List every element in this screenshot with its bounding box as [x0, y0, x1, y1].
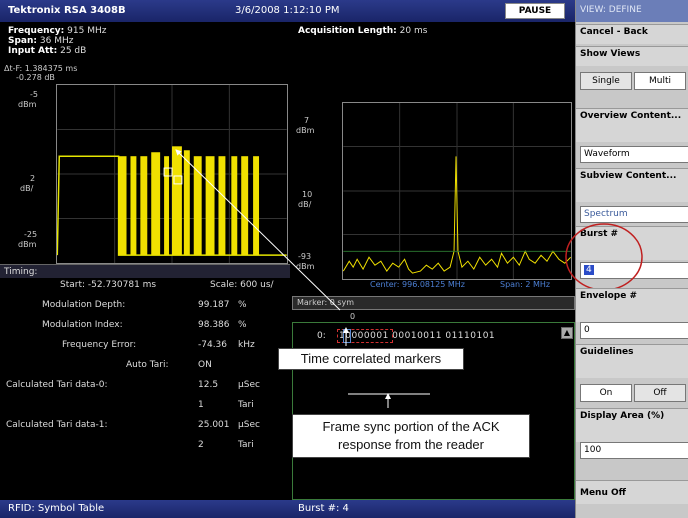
burst-highlight-circle: [565, 223, 643, 291]
left-y-top: -5: [30, 90, 38, 99]
symbol-row-index: 0:: [317, 331, 326, 341]
burst-number-field[interactable]: 4: [580, 262, 688, 279]
row-auto-tari-label: Auto Tari:: [126, 360, 169, 370]
measurement-screen: Frequency: 915 MHz Span: 36 MHz Input At…: [0, 22, 575, 500]
span-label: Span:: [8, 36, 38, 46]
marker-m1-icon[interactable]: [163, 167, 173, 177]
single-view-button[interactable]: Single: [580, 72, 632, 90]
display-area-button[interactable]: Display Area (%): [576, 408, 688, 442]
right-y-bot-unit: dBm: [296, 262, 315, 271]
row-tari1-value: 25.001: [198, 420, 230, 430]
cancel-back-button[interactable]: Cancel - Back: [576, 24, 688, 44]
show-views-button[interactable]: Show Views: [576, 46, 688, 66]
burst-number-button[interactable]: Burst #: [576, 226, 688, 260]
timing-title: Timing:: [4, 267, 38, 277]
menu-off-button[interactable]: Menu Off: [576, 480, 688, 504]
callout-time-correlated: Time correlated markers: [278, 348, 464, 370]
status-view-name: RFID: Symbol Table: [8, 503, 105, 514]
right-y-bot: -93: [298, 252, 312, 261]
status-burst: Burst #: 4: [298, 503, 349, 514]
row-tari0-tari-unit: Tari: [238, 400, 254, 410]
right-y-mid-unit: dB/: [298, 200, 312, 209]
spectrum-span: Span: 2 MHz: [500, 280, 551, 289]
waveform-bursts: [118, 146, 260, 256]
row-tari0-tari-value: 1: [198, 400, 204, 410]
delta-time: Δt-F: 1.384375 ms: [4, 64, 78, 73]
delta-level: -0.278 dB: [16, 73, 55, 82]
left-y-bot-unit: dBm: [18, 240, 37, 249]
datetime-label: 3/6/2008 1:12:10 PM: [235, 5, 340, 16]
waveform-plot[interactable]: [56, 84, 288, 264]
right-y-mid: 10: [302, 190, 313, 199]
title-bar: Tektronix RSA 3408B 3/6/2008 1:12:10 PM …: [0, 0, 575, 22]
overview-content-button[interactable]: Overview Content...: [576, 108, 688, 142]
subview-content-button[interactable]: Subview Content...: [576, 168, 688, 202]
row-tari0-value: 12.5: [198, 380, 219, 390]
acquisition-value: 20 ms: [399, 26, 428, 36]
spectrum-center: Center: 996.08125 MHz: [370, 280, 465, 289]
row-freq-error-label: Frequency Error:: [62, 340, 137, 350]
symbol-bits: 10000001 00010011 01110101: [339, 331, 496, 341]
spectrum-plot[interactable]: [342, 102, 572, 280]
right-y-top-unit: dBm: [296, 126, 315, 135]
row-tari1-label: Calculated Tari data-1:: [6, 420, 108, 430]
frequency-value: 915 MHz: [67, 26, 107, 36]
callout-frame-sync: Frame sync portion of the ACK response f…: [292, 414, 530, 458]
symbol-table[interactable]: 0: 10000001 00010011 01110101 ▲: [292, 322, 575, 500]
guidelines-on-button[interactable]: On: [580, 384, 632, 402]
row-mod-depth-value: 99.187: [198, 300, 230, 310]
input-att-label: Input Att:: [8, 46, 58, 56]
brand-label: Tektronix RSA 3408B: [8, 5, 126, 16]
left-y-mid-unit: dB/: [20, 184, 34, 193]
marker-sub-index: 0: [350, 312, 356, 321]
acquisition-label: Acquisition Length:: [298, 26, 397, 36]
scroll-up-icon[interactable]: ▲: [561, 327, 573, 339]
row-mod-index-value: 98.386: [198, 320, 230, 330]
row-mod-depth-unit: %: [238, 300, 247, 310]
frame-sync-highlight: [337, 329, 393, 343]
guidelines-label: Guidelines: [576, 344, 688, 378]
status-bar: RFID: Symbol Table Burst #: 4: [0, 500, 575, 518]
left-y-top-unit: dBm: [18, 100, 37, 109]
row-freq-error-value: -74.36: [198, 340, 228, 350]
envelope-number-button[interactable]: Envelope #: [576, 288, 688, 322]
symbol-table-header: Marker: 0 sym: [292, 296, 575, 310]
left-y-mid: 2: [30, 174, 36, 183]
span-value: 36 MHz: [39, 36, 74, 46]
frequency-label: Frequency:: [8, 26, 65, 36]
row-tari0-unit: µSec: [238, 380, 260, 390]
row-tari1-unit: µSec: [238, 420, 260, 430]
timing-start: Start: -52.730781 ms: [60, 280, 157, 290]
row-auto-tari-value: ON: [198, 360, 212, 370]
timing-scale: Scale: 600 us/: [210, 280, 274, 290]
delta-readout: Δt-F: 1.384375 ms -0.278 dB: [4, 64, 77, 82]
overview-content-field[interactable]: Waveform: [580, 146, 688, 163]
symbol-marker-icon[interactable]: [343, 329, 351, 343]
subview-content-field[interactable]: Spectrum: [580, 206, 688, 223]
multi-view-button[interactable]: Multi: [634, 72, 686, 90]
guidelines-off-button[interactable]: Off: [634, 384, 686, 402]
pause-button[interactable]: PAUSE: [505, 3, 565, 19]
display-area-field[interactable]: 100: [580, 442, 688, 459]
row-tari1-tari-unit: Tari: [238, 440, 254, 450]
view-define-menu: VIEW: DEFINE Cancel - Back Show Views Si…: [565, 0, 688, 518]
envelope-number-field[interactable]: 0: [580, 322, 688, 339]
spectrum-trace: [343, 156, 571, 274]
row-tari0-label: Calculated Tari data-0:: [6, 380, 108, 390]
left-y-bot: -25: [24, 230, 38, 239]
parameters-block: Frequency: 915 MHz Span: 36 MHz Input At…: [8, 26, 158, 56]
acquisition-block: Acquisition Length: 20 ms: [298, 26, 427, 36]
burst-number-value: 4: [584, 265, 594, 275]
row-mod-index-label: Modulation Index:: [42, 320, 123, 330]
input-att-value: 25 dB: [60, 46, 87, 56]
row-tari1-tari-value: 2: [198, 440, 204, 450]
row-mod-depth-label: Modulation Depth:: [42, 300, 126, 310]
right-y-top: 7: [304, 116, 310, 125]
timing-bar: Timing:: [0, 264, 290, 278]
row-mod-index-unit: %: [238, 320, 247, 330]
row-freq-error-unit: kHz: [238, 340, 255, 350]
menu-title: VIEW: DEFINE: [576, 0, 688, 22]
marker-readout: Marker: 0 sym: [297, 298, 355, 307]
